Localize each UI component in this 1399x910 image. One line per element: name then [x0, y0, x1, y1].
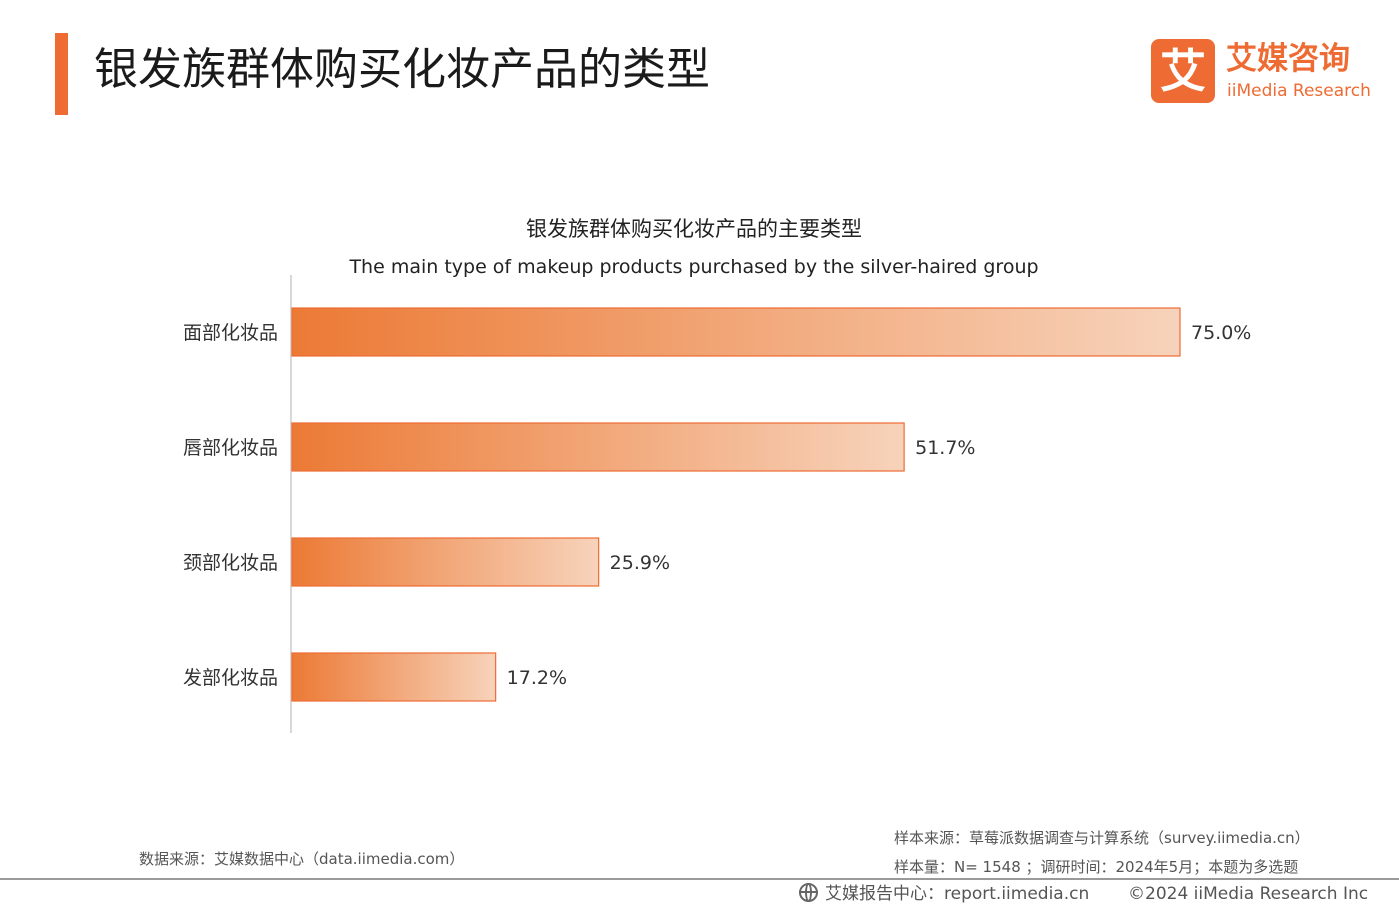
category-label: 发部化妆品	[183, 667, 278, 689]
iimedia-logo: 艾 艾媒咨询 iiMedia Research	[1150, 38, 1380, 106]
globe-icon	[799, 883, 818, 902]
category-label: 面部化妆品	[183, 322, 278, 344]
sample-source-note: 样本来源：草莓派数据调查与计算系统（survey.iimedia.cn）	[894, 829, 1310, 847]
bar	[291, 652, 497, 702]
value-label: 75.0%	[1191, 322, 1251, 344]
logo-text-en: iiMedia Research	[1227, 81, 1371, 101]
value-label: 25.9%	[610, 552, 670, 574]
value-label: 51.7%	[915, 437, 975, 459]
logo-text-cn: 艾媒咨询	[1226, 41, 1350, 77]
title-accent-bar	[55, 33, 68, 115]
logo-mark-icon: 艾	[1151, 39, 1215, 103]
sample-info-note: 样本量：N= 1548 ；调研时间：2024年5月；本题为多选题	[894, 858, 1299, 876]
chart-title: 银发族群体购买化妆产品的主要类型	[526, 217, 862, 241]
category-label: 唇部化妆品	[183, 437, 278, 459]
bar	[291, 422, 905, 472]
bar	[291, 537, 600, 587]
page-title: 银发族群体购买化妆产品的类型	[94, 44, 710, 95]
footer-divider	[0, 878, 1399, 880]
bar	[291, 307, 1181, 357]
category-label: 颈部化妆品	[183, 552, 278, 574]
report-center-link[interactable]: 艾媒报告中心：report.iimedia.cn	[825, 884, 1090, 904]
value-label: 17.2%	[507, 667, 567, 689]
data-source-note: 数据来源：艾媒数据中心（data.iimedia.com）	[139, 850, 465, 868]
chart-subtitle: The main type of makeup products purchas…	[349, 256, 1039, 278]
copyright-text: ©2024 iiMedia Research Inc	[1128, 884, 1369, 904]
